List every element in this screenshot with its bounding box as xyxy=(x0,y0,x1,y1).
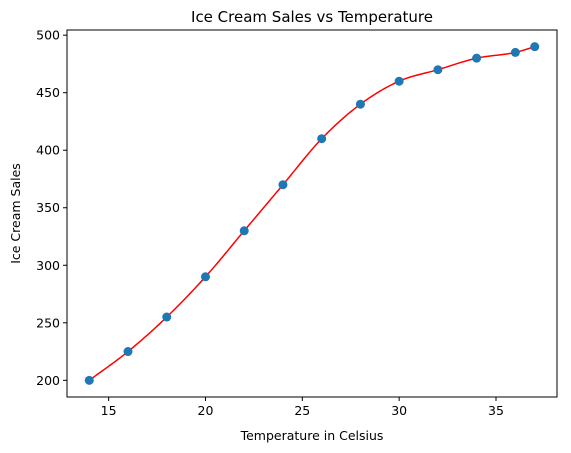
y-tick-label: 250 xyxy=(36,315,60,330)
data-point xyxy=(433,65,443,75)
data-point xyxy=(317,134,327,144)
x-tick-label: 35 xyxy=(488,403,504,418)
plot-frame xyxy=(66,29,558,398)
data-point xyxy=(84,375,94,385)
chart-title: Ice Cream Sales vs Temperature xyxy=(191,8,433,26)
y-tick-label: 350 xyxy=(36,200,60,215)
data-point xyxy=(530,42,540,52)
plot-area xyxy=(66,29,558,398)
data-point xyxy=(123,347,133,357)
fit-curve-layer xyxy=(88,45,535,381)
y-tick-label: 200 xyxy=(36,373,60,388)
fit-curve xyxy=(88,45,535,381)
y-axis: 200 250 300 350 400 450 500 xyxy=(36,28,67,388)
data-point xyxy=(355,99,365,109)
data-point xyxy=(510,47,520,57)
data-point xyxy=(278,180,288,190)
data-point xyxy=(162,312,172,322)
x-axis-label: Temperature in Celsius xyxy=(240,428,384,443)
y-tick-label: 300 xyxy=(36,258,60,273)
data-point xyxy=(394,76,404,86)
x-tick-label: 20 xyxy=(198,403,214,418)
y-tick-label: 400 xyxy=(36,143,60,158)
x-tick-label: 30 xyxy=(391,403,407,418)
x-tick-label: 15 xyxy=(101,403,117,418)
y-tick-label: 500 xyxy=(36,28,60,43)
data-points-layer xyxy=(84,42,540,385)
y-tick-label: 450 xyxy=(36,85,60,100)
data-point xyxy=(239,226,249,236)
data-point xyxy=(200,272,210,282)
x-axis: 15 20 25 30 35 xyxy=(101,397,504,418)
data-point xyxy=(472,53,482,63)
y-axis-label: Ice Cream Sales xyxy=(8,163,23,264)
x-tick-label: 25 xyxy=(294,403,310,418)
